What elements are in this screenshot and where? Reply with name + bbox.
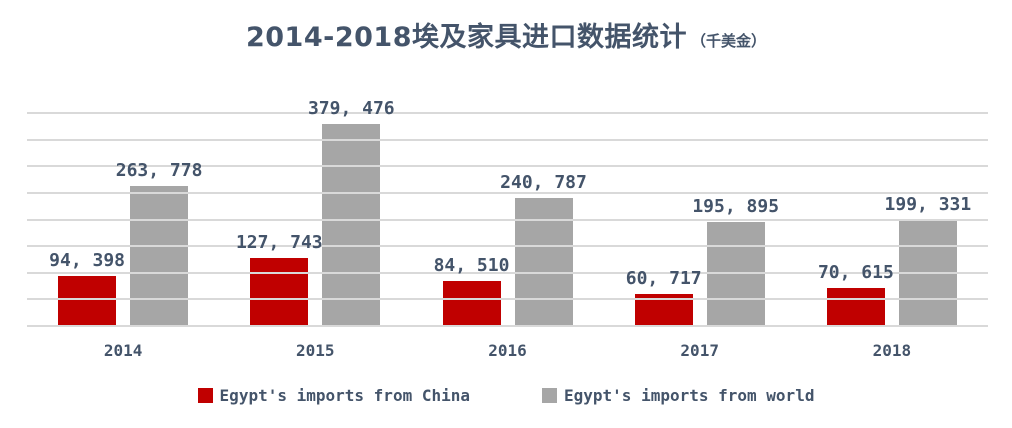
bar-world-2017 xyxy=(706,221,765,326)
legend-item-china: Egypt's imports from China xyxy=(197,386,470,405)
gridline xyxy=(27,245,988,248)
x-axis-label-2016: 2016 xyxy=(488,341,527,360)
bar-china-2015 xyxy=(250,257,309,326)
legend-label-china: Egypt's imports from China xyxy=(219,386,470,405)
value-label-world-2018: 199, 331 xyxy=(884,193,972,215)
x-axis-label-2014: 2014 xyxy=(103,341,143,360)
x-axis-label-2015: 2015 xyxy=(296,341,335,360)
value-label-china-2017: 60, 717 xyxy=(625,267,702,289)
x-axis-labels: 2014 2015 2016 2017 2018 xyxy=(27,341,988,363)
x-axis-label-2018: 2018 xyxy=(872,341,912,360)
bar-china-2016 xyxy=(442,281,501,326)
value-label-world-2017: 195, 895 xyxy=(692,195,780,217)
gridline xyxy=(27,138,988,141)
legend: Egypt's imports from China Egypt's import… xyxy=(0,386,1012,405)
legend-item-world: Egypt's imports from world xyxy=(542,386,814,405)
gridline xyxy=(27,218,988,221)
legend-swatch-world xyxy=(542,388,557,403)
bar-china-2014 xyxy=(58,275,117,326)
value-label-world-2014: 263, 778 xyxy=(115,159,203,181)
value-label-china-2015: 127, 743 xyxy=(235,231,323,253)
bar-world-2014 xyxy=(130,185,189,326)
value-label-world-2015: 379, 476 xyxy=(307,97,395,119)
legend-label-world: Egypt's imports from world xyxy=(564,386,815,405)
legend-swatch-china xyxy=(197,388,213,403)
gridline xyxy=(27,165,988,168)
value-label-china-2016: 84, 510 xyxy=(433,255,510,276)
gridline xyxy=(27,191,988,194)
bar-world-2016 xyxy=(514,197,573,326)
gridline xyxy=(27,112,988,114)
chart-title-text: 2014-2018埃及家具进口数据统计 xyxy=(245,22,687,53)
value-label-world-2016: 240, 787 xyxy=(500,171,587,193)
x-axis-line xyxy=(27,325,988,327)
plot-area: 94, 398 263, 778 127, 743 379, 476 84, 510 24… xyxy=(27,98,988,327)
chart-title-unit: （千美金） xyxy=(690,32,766,50)
gridline xyxy=(27,298,988,301)
x-axis-label-2017: 2017 xyxy=(680,341,719,360)
value-label-china-2014: 94, 398 xyxy=(49,249,126,271)
bar-china-2018 xyxy=(826,288,885,326)
gridline xyxy=(27,271,988,274)
bar-world-2015 xyxy=(322,123,381,326)
value-label-china-2018: 70, 615 xyxy=(817,262,894,284)
chart-title: 2014-2018埃及家具进口数据统计 （千美金） xyxy=(0,22,1012,57)
